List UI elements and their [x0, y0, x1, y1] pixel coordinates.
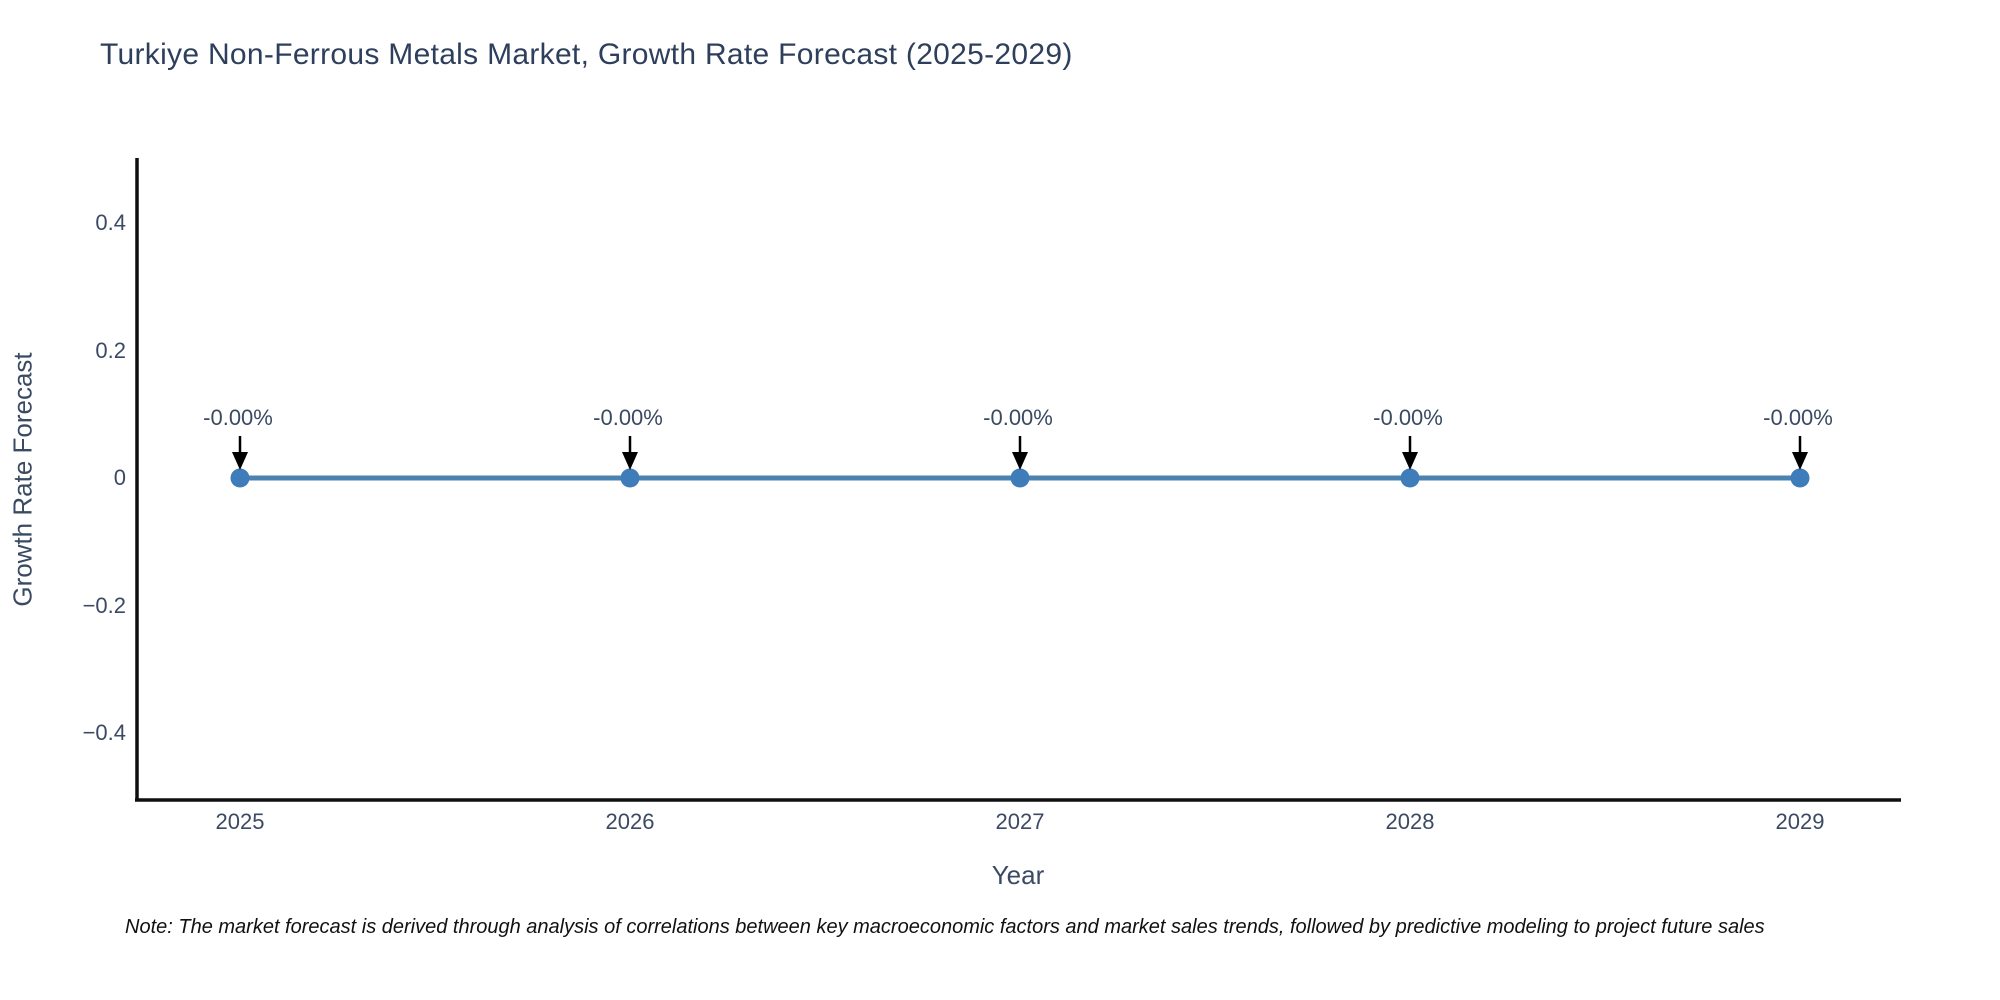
- point-label: -0.00%: [203, 405, 273, 430]
- x-axis-title: Year: [991, 860, 1045, 890]
- y-tick-label: −0.2: [82, 592, 126, 618]
- x-tick-label: 2028: [1385, 809, 1435, 834]
- x-tick-label: 2027: [995, 809, 1045, 834]
- y-tick-label: 0.4: [95, 210, 126, 235]
- y-tick-label: 0: [113, 465, 126, 490]
- point-label: -0.00%: [1373, 405, 1443, 430]
- x-tick-label: 2026: [605, 809, 655, 834]
- x-tick-label: 2025: [215, 809, 265, 834]
- y-tick-label: −0.4: [82, 720, 126, 745]
- annotation-arrow-head: [1012, 452, 1028, 470]
- data-point-marker: [620, 468, 640, 488]
- chart-title: Turkiye Non-Ferrous Metals Market, Growt…: [100, 38, 1073, 71]
- data-point-marker: [1010, 468, 1030, 488]
- annotation-arrow-head: [1792, 452, 1808, 470]
- y-tick-label: 0.2: [95, 337, 126, 363]
- data-point-marker: [1400, 468, 1420, 488]
- annotation-arrow-head: [232, 452, 248, 470]
- annotation-arrow-head: [622, 452, 638, 470]
- point-label: -0.00%: [593, 405, 663, 430]
- data-point-marker: [230, 468, 250, 488]
- footnote: Note: The market forecast is derived thr…: [125, 916, 1765, 938]
- x-tick-label: 2029: [1775, 809, 1825, 834]
- point-label: -0.00%: [1763, 405, 1833, 430]
- data-point-marker: [1790, 468, 1810, 488]
- point-label: -0.00%: [983, 405, 1053, 430]
- annotation-arrow-head: [1402, 452, 1418, 470]
